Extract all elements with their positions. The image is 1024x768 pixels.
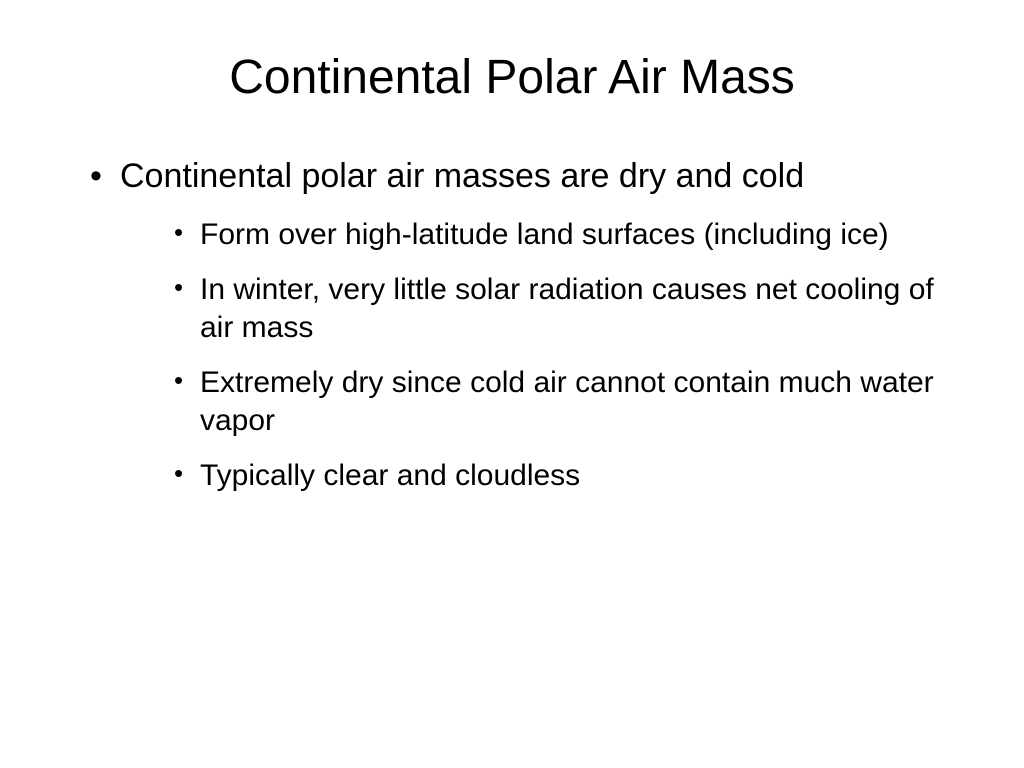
sub-bullet-item: In winter, very little solar radiation c… xyxy=(174,271,964,346)
sub-bullet-item: Form over high-latitude land surfaces (i… xyxy=(174,216,964,254)
sub-bullet-item: Extremely dry since cold air cannot cont… xyxy=(174,364,964,439)
bullet-list-level2: Form over high-latitude land surfaces (i… xyxy=(120,216,964,495)
bullet-text: Continental polar air masses are dry and… xyxy=(120,157,804,195)
slide-container: Continental Polar Air Mass Continental p… xyxy=(0,0,1024,768)
sub-bullet-item: Typically clear and cloudless xyxy=(174,457,964,495)
sub-bullet-text: Typically clear and cloudless xyxy=(200,459,580,492)
sub-bullet-text: In winter, very little solar radiation c… xyxy=(200,273,934,344)
bullet-list-level1: Continental polar air masses are dry and… xyxy=(60,155,964,495)
sub-bullet-text: Form over high-latitude land surfaces (i… xyxy=(200,218,889,251)
bullet-item-main: Continental polar air masses are dry and… xyxy=(90,155,964,495)
sub-bullet-text: Extremely dry since cold air cannot cont… xyxy=(200,366,934,437)
slide-title: Continental Polar Air Mass xyxy=(60,50,964,105)
